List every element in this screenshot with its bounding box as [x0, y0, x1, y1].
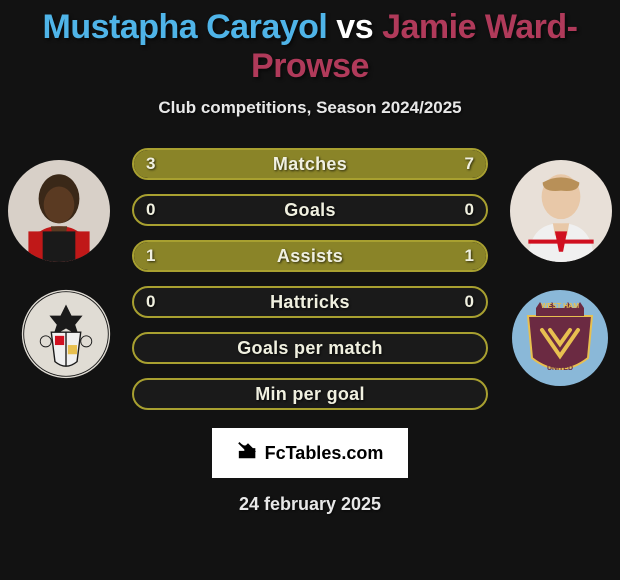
stat-bar: Goals per match [132, 332, 488, 364]
stat-label: Goals per match [134, 334, 486, 362]
stat-label: Hattricks [134, 288, 486, 316]
player1-avatar-icon [8, 160, 110, 262]
branding-text: FcTables.com [265, 443, 384, 464]
stat-label: Goals [134, 196, 486, 224]
stat-bar: 11Assists [132, 240, 488, 272]
club-crest-left-icon [20, 288, 112, 380]
comparison-title: Mustapha Carayol vs Jamie Ward-Prowse [0, 0, 620, 86]
branding-logo-icon [237, 439, 259, 467]
stat-bar: 00Goals [132, 194, 488, 226]
player2-avatar-icon [510, 160, 612, 262]
club-crest-right-icon: WEST HAM UNITED [510, 288, 610, 388]
stat-bar: Min per goal [132, 378, 488, 410]
stat-label: Assists [134, 242, 486, 270]
vs-text: vs [327, 8, 382, 46]
player2-avatar [510, 160, 612, 262]
branding-badge: FcTables.com [212, 428, 408, 478]
stat-bars: 37Matches 00Goals 11Assists 00Hattricks Goal… [132, 148, 488, 410]
svg-text:UNITED: UNITED [547, 365, 573, 372]
player1-name: Mustapha Carayol [43, 8, 328, 46]
date-label: 24 february 2025 [0, 494, 620, 515]
player2-club-crest: WEST HAM UNITED [510, 288, 610, 388]
comparison-body: WEST HAM UNITED 37Matches 00Goals 11Assist… [0, 148, 620, 410]
stat-bar: 00Hattricks [132, 286, 488, 318]
svg-text:WEST HAM: WEST HAM [541, 303, 579, 310]
stat-label: Min per goal [134, 380, 486, 408]
player1-avatar [8, 160, 110, 262]
subtitle: Club competitions, Season 2024/2025 [0, 98, 620, 118]
stat-label: Matches [134, 150, 486, 178]
chart-icon [237, 439, 259, 461]
player1-club-crest [20, 288, 112, 380]
stat-bar: 37Matches [132, 148, 488, 180]
